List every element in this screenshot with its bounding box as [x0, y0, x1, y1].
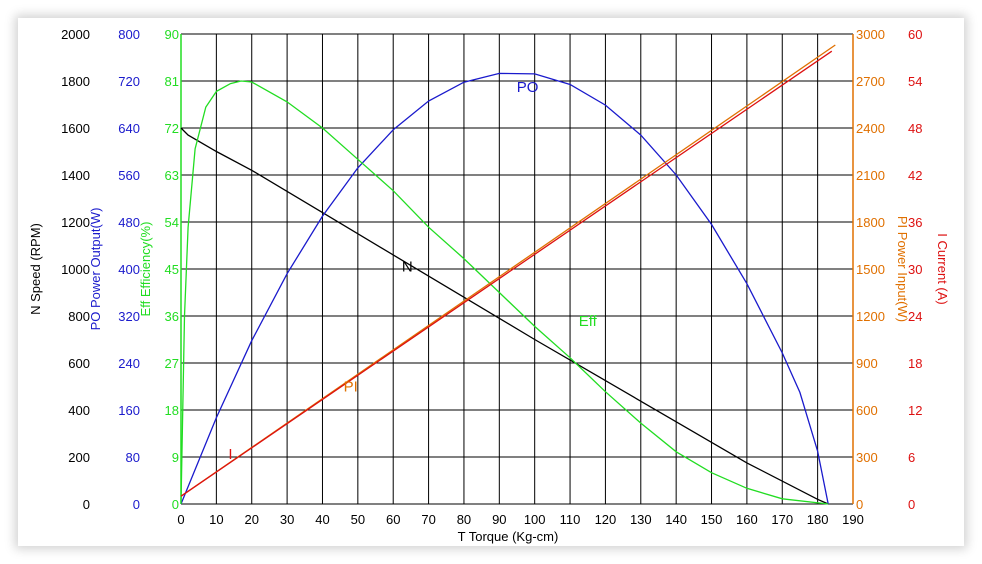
eff-tick-label: 54 — [165, 215, 179, 230]
n-tick-label: 1000 — [61, 262, 90, 277]
eff-curve — [180, 80, 829, 505]
pi-tick-label: 2100 — [856, 168, 885, 183]
n-tick-label: 1600 — [61, 121, 90, 136]
po-tick-label: 640 — [118, 121, 140, 136]
x-tick-label: 110 — [560, 512, 581, 527]
po-tick-label: 400 — [118, 262, 140, 277]
i-tick-label: 6 — [908, 450, 915, 465]
pi-series-label: PI — [344, 379, 358, 396]
x-tick-label: 20 — [245, 512, 259, 527]
po-curve — [180, 72, 829, 505]
i-tick-label: 60 — [908, 27, 922, 42]
eff-series-label: Eff — [579, 313, 598, 330]
i-axis-title: I Current (A) — [935, 233, 950, 305]
eff-tick-label: 36 — [165, 309, 179, 324]
i-tick-label: 30 — [908, 262, 922, 277]
x-tick-label: 150 — [701, 512, 723, 527]
x-tick-label: 50 — [351, 512, 365, 527]
pi-tick-label: 1800 — [856, 215, 885, 230]
x-tick-label: 60 — [386, 512, 400, 527]
i-tick-label: 54 — [908, 74, 922, 89]
n-tick-label: 1200 — [61, 215, 90, 230]
n-tick-label: 600 — [68, 356, 90, 371]
x-tick-label: 30 — [280, 512, 294, 527]
x-tick-label: 160 — [736, 512, 758, 527]
pi-tick-label: 2400 — [856, 121, 885, 136]
n-tick-label: 400 — [68, 403, 90, 418]
i-tick-label: 36 — [908, 215, 922, 230]
po-tick-label: 0 — [133, 497, 140, 512]
pi-tick-label: 600 — [856, 403, 878, 418]
po-tick-label: 320 — [118, 309, 140, 324]
eff-tick-label: 45 — [165, 262, 179, 277]
axis-titles: N Speed (RPM) PO Power Output(W) Eff Effic… — [28, 208, 950, 331]
x-tick-label: 130 — [630, 512, 652, 527]
eff-tick-label: 72 — [165, 121, 179, 136]
i-tick-label: 42 — [908, 168, 922, 183]
x-tick-label: 120 — [595, 512, 617, 527]
x-tick-label: 10 — [209, 512, 223, 527]
pi-tick-label: 2700 — [856, 74, 885, 89]
x-tick-label: 0 — [177, 512, 184, 527]
n-tick-label: 800 — [68, 309, 90, 324]
n-curve — [180, 127, 829, 505]
i-curve — [180, 50, 833, 497]
pi-tick-label: 1200 — [856, 309, 885, 324]
po-axis-title: PO Power Output(W) — [88, 208, 103, 331]
pi-axis-title: PI Power Input(W) — [895, 216, 910, 322]
pi-tick-label: 3000 — [856, 27, 885, 42]
po-tick-label: 560 — [118, 168, 140, 183]
i-series-label: I — [228, 446, 232, 463]
x-tick-label: 170 — [771, 512, 793, 527]
po-tick-label: 480 — [118, 215, 140, 230]
pi-tick-label: 300 — [856, 450, 878, 465]
x-axis-title: T Torque (Kg-cm) — [458, 529, 559, 544]
eff-tick-label: 63 — [165, 168, 179, 183]
n-series-label: N — [402, 259, 413, 276]
x-tick-label: 70 — [421, 512, 435, 527]
pi-tick-label: 0 — [856, 497, 863, 512]
n-tick-label: 1400 — [61, 168, 90, 183]
n-tick-label: 2000 — [61, 27, 90, 42]
eff-tick-label: 9 — [172, 450, 179, 465]
eff-tick-label: 18 — [165, 403, 179, 418]
po-tick-label: 80 — [126, 450, 140, 465]
x-tick-label: 80 — [457, 512, 471, 527]
x-tick-label: 190 — [842, 512, 864, 527]
eff-tick-label: 27 — [165, 356, 179, 371]
series-labels: N PO Eff PI I — [228, 79, 597, 463]
i-tick-label: 0 — [908, 497, 915, 512]
eff-tick-label: 0 — [172, 497, 179, 512]
po-tick-label: 160 — [118, 403, 140, 418]
series-lines — [180, 44, 836, 505]
pi-tick-label: 900 — [856, 356, 878, 371]
i-tick-label: 18 — [908, 356, 922, 371]
eff-tick-label: 81 — [165, 74, 179, 89]
i-tick-label: 24 — [908, 309, 922, 324]
x-tick-label: 140 — [665, 512, 687, 527]
grid — [180, 33, 854, 505]
n-axis-title: N Speed (RPM) — [28, 223, 43, 315]
n-tick-label: 1800 — [61, 74, 90, 89]
x-tick-label: 90 — [492, 512, 506, 527]
po-series-label: PO — [517, 79, 539, 96]
eff-tick-label: 90 — [165, 27, 179, 42]
po-tick-label: 720 — [118, 74, 140, 89]
i-tick-label: 12 — [908, 403, 922, 418]
x-tick-label: 40 — [315, 512, 329, 527]
axis-ticks: 0 10 20 30 40 50 60 70 80 90 100 110 120 130 140 150 160… — [61, 27, 922, 527]
po-tick-label: 240 — [118, 356, 140, 371]
x-tick-label: 180 — [807, 512, 829, 527]
i-tick-label: 48 — [908, 121, 922, 136]
n-tick-label: 200 — [68, 450, 90, 465]
eff-axis-title: Eff Efficiency(%) — [138, 222, 153, 317]
x-tick-label: 100 — [524, 512, 546, 527]
po-tick-label: 800 — [118, 27, 140, 42]
pi-tick-label: 1500 — [856, 262, 885, 277]
n-tick-label: 0 — [83, 497, 90, 512]
